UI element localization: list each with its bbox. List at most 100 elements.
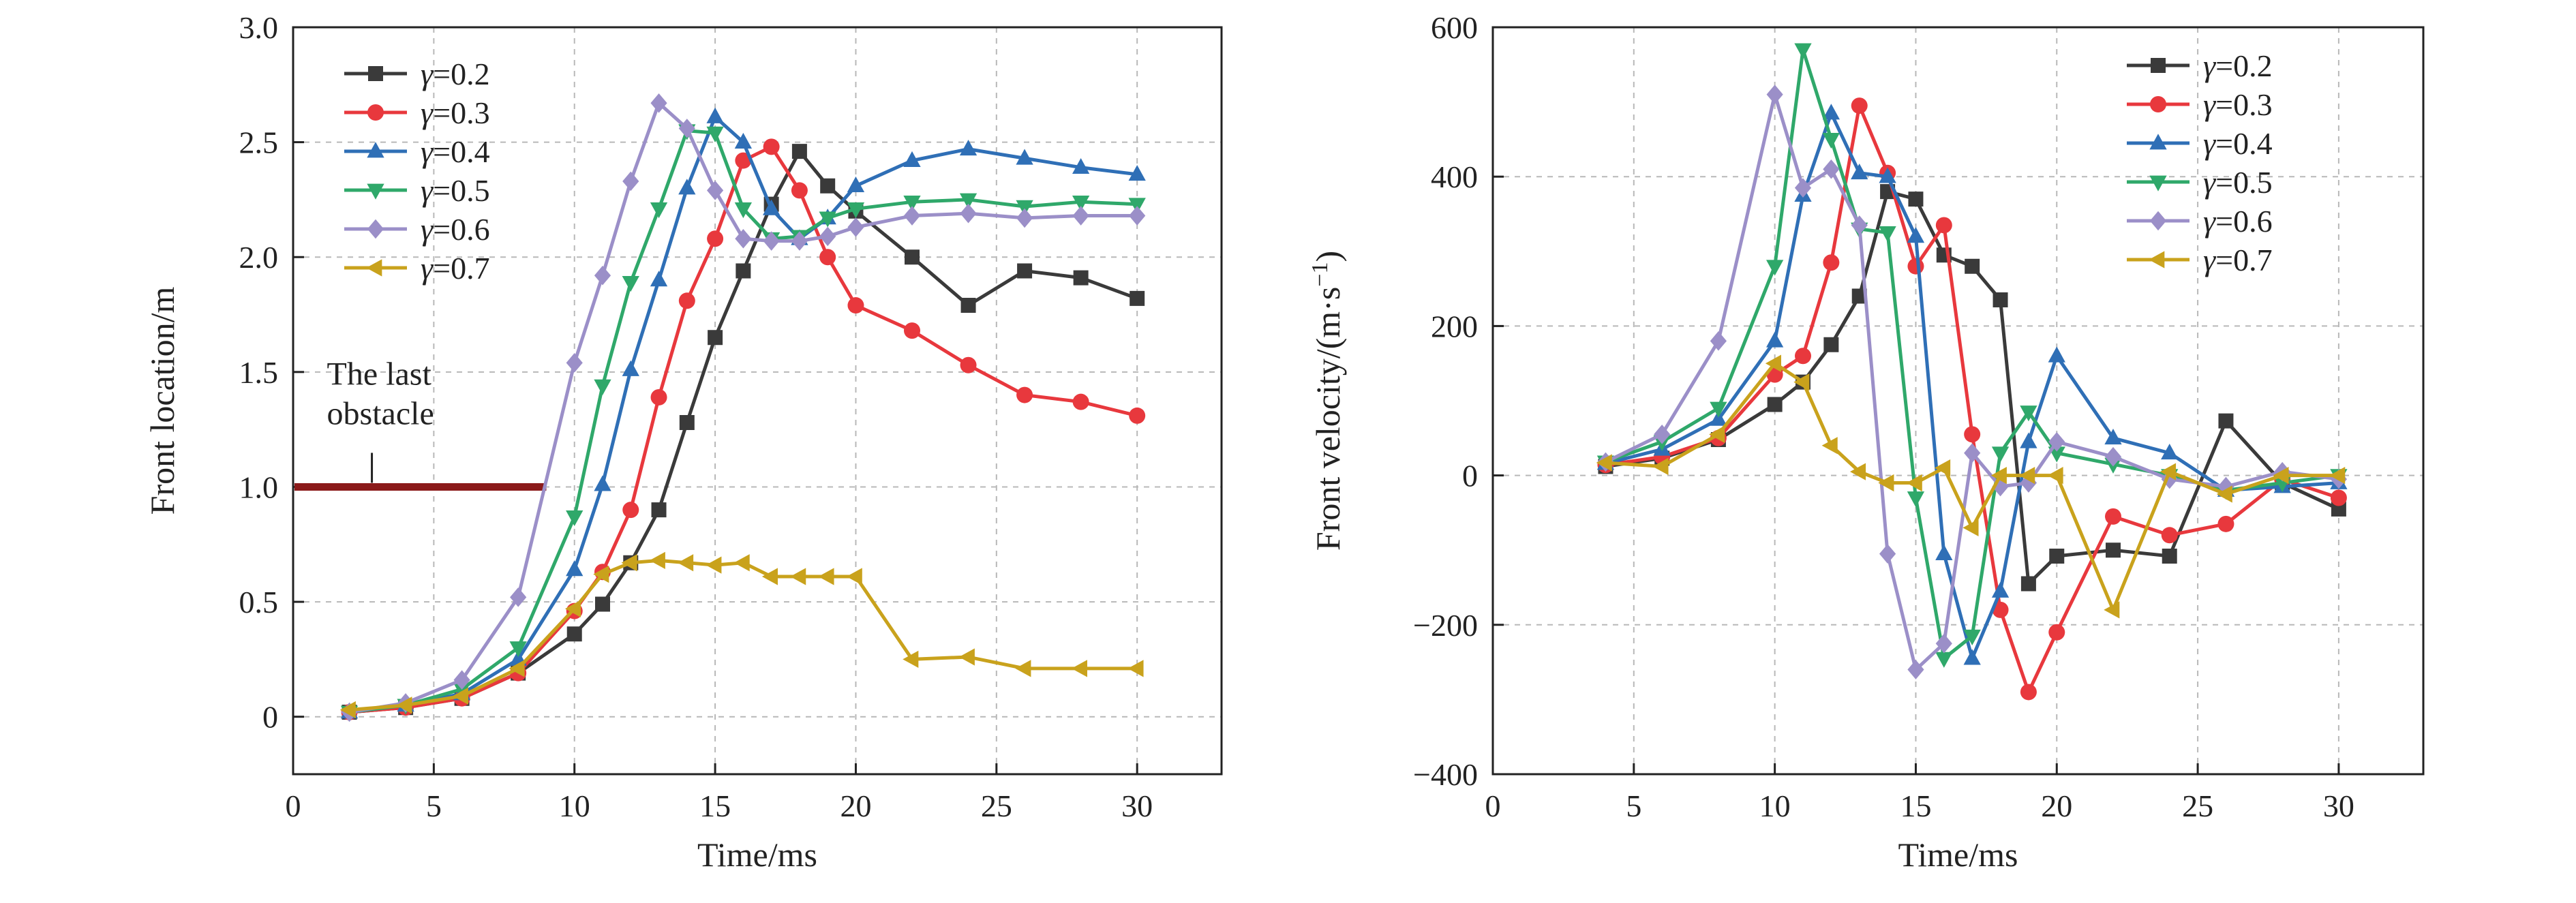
x-tick-label: 0 [1485, 789, 1501, 823]
data-point [820, 178, 836, 194]
data-point [960, 356, 977, 373]
data-point [593, 565, 609, 583]
data-point [566, 626, 582, 642]
data-point [1767, 397, 1783, 412]
x-tick-label: 20 [840, 789, 871, 823]
data-point [2019, 466, 2035, 485]
data-point [679, 415, 695, 431]
legend-swatch-marker [367, 142, 384, 158]
legend-label-value: =0.6 [433, 212, 489, 247]
data-point [1129, 407, 1146, 424]
data-point [1935, 217, 1952, 234]
legend-label-symbol: γ [421, 95, 434, 130]
data-point [959, 139, 978, 156]
series-gamma-0.7 [1596, 354, 2346, 619]
data-point [1935, 459, 1951, 477]
data-point [2329, 466, 2346, 485]
data-point [1130, 290, 1145, 306]
data-point [1964, 443, 1981, 463]
data-point [594, 475, 611, 491]
data-point [903, 195, 921, 212]
data-point [706, 126, 724, 142]
data-point [847, 297, 864, 314]
y-tick-label: 3.0 [239, 10, 279, 45]
data-point [706, 107, 724, 123]
data-point [650, 202, 668, 219]
data-point [2106, 542, 2121, 558]
legend-entry: γ=0.5 [344, 173, 490, 208]
data-point [1128, 165, 1146, 181]
data-point [2049, 548, 2065, 564]
data-point [2048, 624, 2065, 641]
y-tick-label: 0 [262, 700, 278, 735]
legend-label: γ=0.2 [2203, 48, 2273, 83]
legend-label-symbol: γ [421, 134, 434, 169]
legend-label: γ=0.4 [2203, 126, 2273, 161]
data-point [678, 179, 696, 195]
legend-label: γ=0.2 [421, 57, 490, 91]
data-point [650, 271, 668, 287]
series-line [349, 558, 1138, 712]
data-point [1991, 581, 2010, 598]
legend-swatch-marker [367, 183, 384, 200]
data-point [958, 648, 975, 666]
data-point [1851, 215, 1868, 235]
data-point [819, 249, 836, 266]
data-point [1710, 410, 1727, 426]
data-point [453, 682, 471, 699]
data-point [2104, 446, 2122, 467]
data-point [708, 330, 723, 346]
series-gamma-0.4 [1596, 104, 2348, 665]
legend-entry: γ=0.4 [344, 134, 490, 169]
data-point [452, 687, 468, 705]
data-point [903, 650, 919, 669]
data-point [1071, 660, 1087, 677]
y-tick-label: −400 [1413, 757, 1478, 792]
data-point [707, 230, 724, 247]
series-gamma-0.4 [340, 107, 1146, 719]
y-tick-label: 2.5 [239, 125, 279, 160]
legend-label-symbol: γ [421, 212, 434, 247]
legend-swatch-marker [2149, 211, 2167, 231]
legend-swatch-marker [367, 104, 384, 121]
data-point [1073, 270, 1089, 286]
data-point [2020, 684, 2037, 701]
data-point [1072, 195, 1090, 212]
data-point [1652, 457, 1669, 476]
data-point [1795, 348, 1811, 365]
data-point [1793, 373, 1810, 391]
legend-label: γ=0.6 [2203, 204, 2273, 239]
x-axis-title: Time/ms [697, 836, 817, 874]
data-point [1766, 331, 1784, 348]
legend-swatch-marker [368, 66, 383, 81]
legend-label-value: =0.7 [2215, 243, 2272, 277]
data-point [735, 152, 752, 169]
y-axis-title-main: Front velocity/(m·s [1309, 287, 1347, 551]
data-point [1822, 104, 1840, 120]
series-line [349, 144, 1138, 714]
data-point [1879, 167, 1896, 183]
data-point [1991, 446, 2010, 463]
data-point [706, 181, 724, 200]
data-point [453, 670, 470, 690]
data-point [1016, 208, 1033, 228]
legend-entry: γ=0.7 [2127, 243, 2273, 277]
legend-label-symbol: γ [2203, 165, 2217, 200]
data-point [960, 298, 976, 313]
legend-label-symbol: γ [2203, 204, 2217, 239]
x-tick-label: 10 [1759, 789, 1791, 823]
legend-entry: γ=0.4 [2127, 126, 2273, 161]
legend-swatch-marker [2151, 58, 2166, 73]
data-point [564, 600, 581, 617]
legend-label-value: =0.2 [433, 57, 489, 91]
legend-label-value: =0.6 [2215, 204, 2272, 239]
data-point [622, 502, 639, 519]
data-point [2217, 515, 2234, 532]
data-point [790, 568, 806, 585]
data-point [791, 231, 808, 251]
data-point [1935, 633, 1952, 654]
data-point [1127, 660, 1144, 677]
y-axis-title: Front velocity/(m·s−1) [1307, 251, 1347, 551]
data-point [2273, 466, 2289, 485]
data-point [621, 554, 637, 572]
